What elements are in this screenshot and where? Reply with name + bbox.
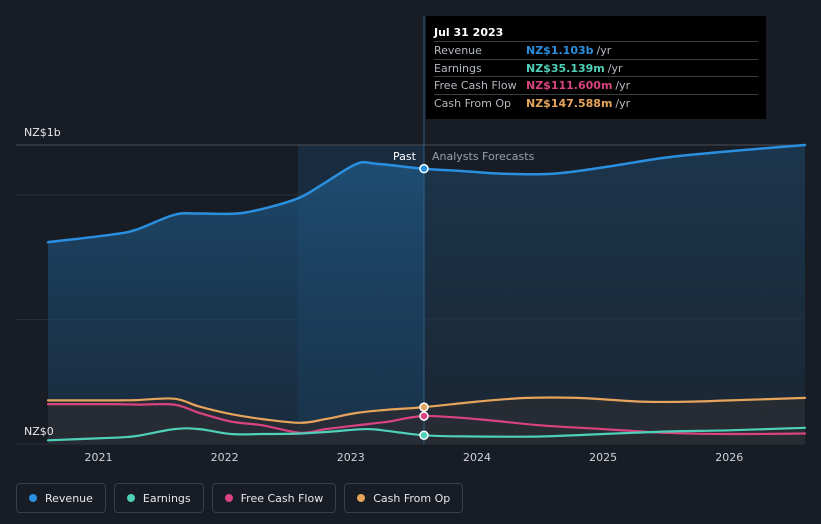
x-tick-label-2022: 2022 xyxy=(211,451,239,464)
free-cash-flow-line xyxy=(46,402,807,436)
x-tick-label-2023: 2023 xyxy=(337,451,365,464)
y-axis-max-label: NZ$1b xyxy=(24,126,61,139)
free-cash-flow-marker[interactable] xyxy=(419,411,429,421)
tooltip-row-cash-from-op: Cash From Op NZ$147.588m/yr xyxy=(434,93,758,112)
tooltip-value: NZ$147.588m xyxy=(526,96,613,110)
tooltip-value: NZ$111.600m xyxy=(526,79,613,92)
revenue-marker[interactable] xyxy=(419,163,429,174)
tooltip-name: Revenue xyxy=(434,44,482,57)
tooltip-rows: Revenue NZ$1.103b/yr Earnings NZ$35.139m/yr… xyxy=(434,41,758,111)
tooltip-row-free-cash-flow: Free Cash Flow NZ$111.600m/yr xyxy=(434,76,758,94)
tooltip-unit: /yr xyxy=(607,61,623,75)
x-tick-label-2025: 2025 xyxy=(589,451,617,464)
x-tick-label-2026: 2026 xyxy=(715,451,743,464)
forecast-label: Analysts Forecasts xyxy=(432,150,535,163)
x-tick-label-2021: 2021 xyxy=(84,451,112,464)
cash-from-op-area xyxy=(48,397,805,444)
area-fills xyxy=(48,145,805,444)
tooltip-date: Jul 31 2023 xyxy=(434,26,504,39)
earnings-line xyxy=(46,426,807,442)
past-label: Past xyxy=(393,150,417,163)
legend-dot-icon xyxy=(357,494,366,502)
legend-label: Earnings xyxy=(142,491,191,505)
tooltip-unit: /yr xyxy=(596,44,612,57)
legend-label: Revenue xyxy=(45,491,93,505)
tooltip-value: NZ$1.103b xyxy=(526,44,594,57)
tooltip-value: NZ$35.139m xyxy=(526,61,605,75)
legend-label: Cash From Op xyxy=(373,491,451,505)
tooltip-name: Free Cash Flow xyxy=(434,79,517,92)
legend-dot-icon xyxy=(29,494,37,502)
legend-item-free-cash-flow[interactable]: Free Cash Flow xyxy=(211,483,337,513)
x-axis-ticks: 2021 2022 2023 2024 2025 2026 xyxy=(84,451,743,464)
cash-from-op-line xyxy=(46,396,807,424)
legend-item-revenue[interactable]: Revenue xyxy=(16,483,106,513)
legend-item-cash-from-op[interactable]: Cash From Op xyxy=(344,483,464,513)
y-axis-min-label: NZ$0 xyxy=(24,425,54,438)
tooltip-row-earnings: Earnings NZ$35.139m/yr xyxy=(434,58,758,77)
tooltip-unit: /yr xyxy=(615,79,631,92)
tooltip-name: Cash From Op xyxy=(434,96,512,110)
legend-dot-icon xyxy=(126,494,135,502)
cash-from-op-marker[interactable] xyxy=(419,402,429,412)
tooltip-unit: /yr xyxy=(615,96,631,110)
legend-item-earnings[interactable]: Earnings xyxy=(113,483,204,513)
legend-label: Free Cash Flow xyxy=(240,491,324,505)
data-tooltip: Jul 31 2023 Revenue NZ$1.103b/yr Earnings N… xyxy=(426,16,766,119)
revenue-line xyxy=(46,143,807,244)
tooltip-name: Earnings xyxy=(434,61,482,75)
series-markers xyxy=(419,163,429,441)
revenue-area-forecast xyxy=(423,145,805,444)
series-lines xyxy=(46,143,807,442)
earnings-marker[interactable] xyxy=(419,430,429,441)
x-tick-label-2024: 2024 xyxy=(463,451,491,464)
revenue-area-past xyxy=(48,162,424,444)
tooltip-row-revenue: Revenue NZ$1.103b/yr xyxy=(434,41,758,59)
chart-legend: Revenue Earnings Free Cash Flow Cash From O… xyxy=(16,483,464,513)
legend-dot-icon xyxy=(224,494,233,502)
